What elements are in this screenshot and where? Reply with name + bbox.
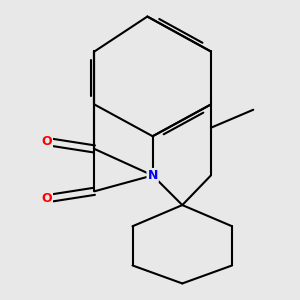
Text: N: N — [148, 169, 158, 182]
Text: O: O — [41, 192, 52, 205]
Text: O: O — [41, 135, 52, 148]
